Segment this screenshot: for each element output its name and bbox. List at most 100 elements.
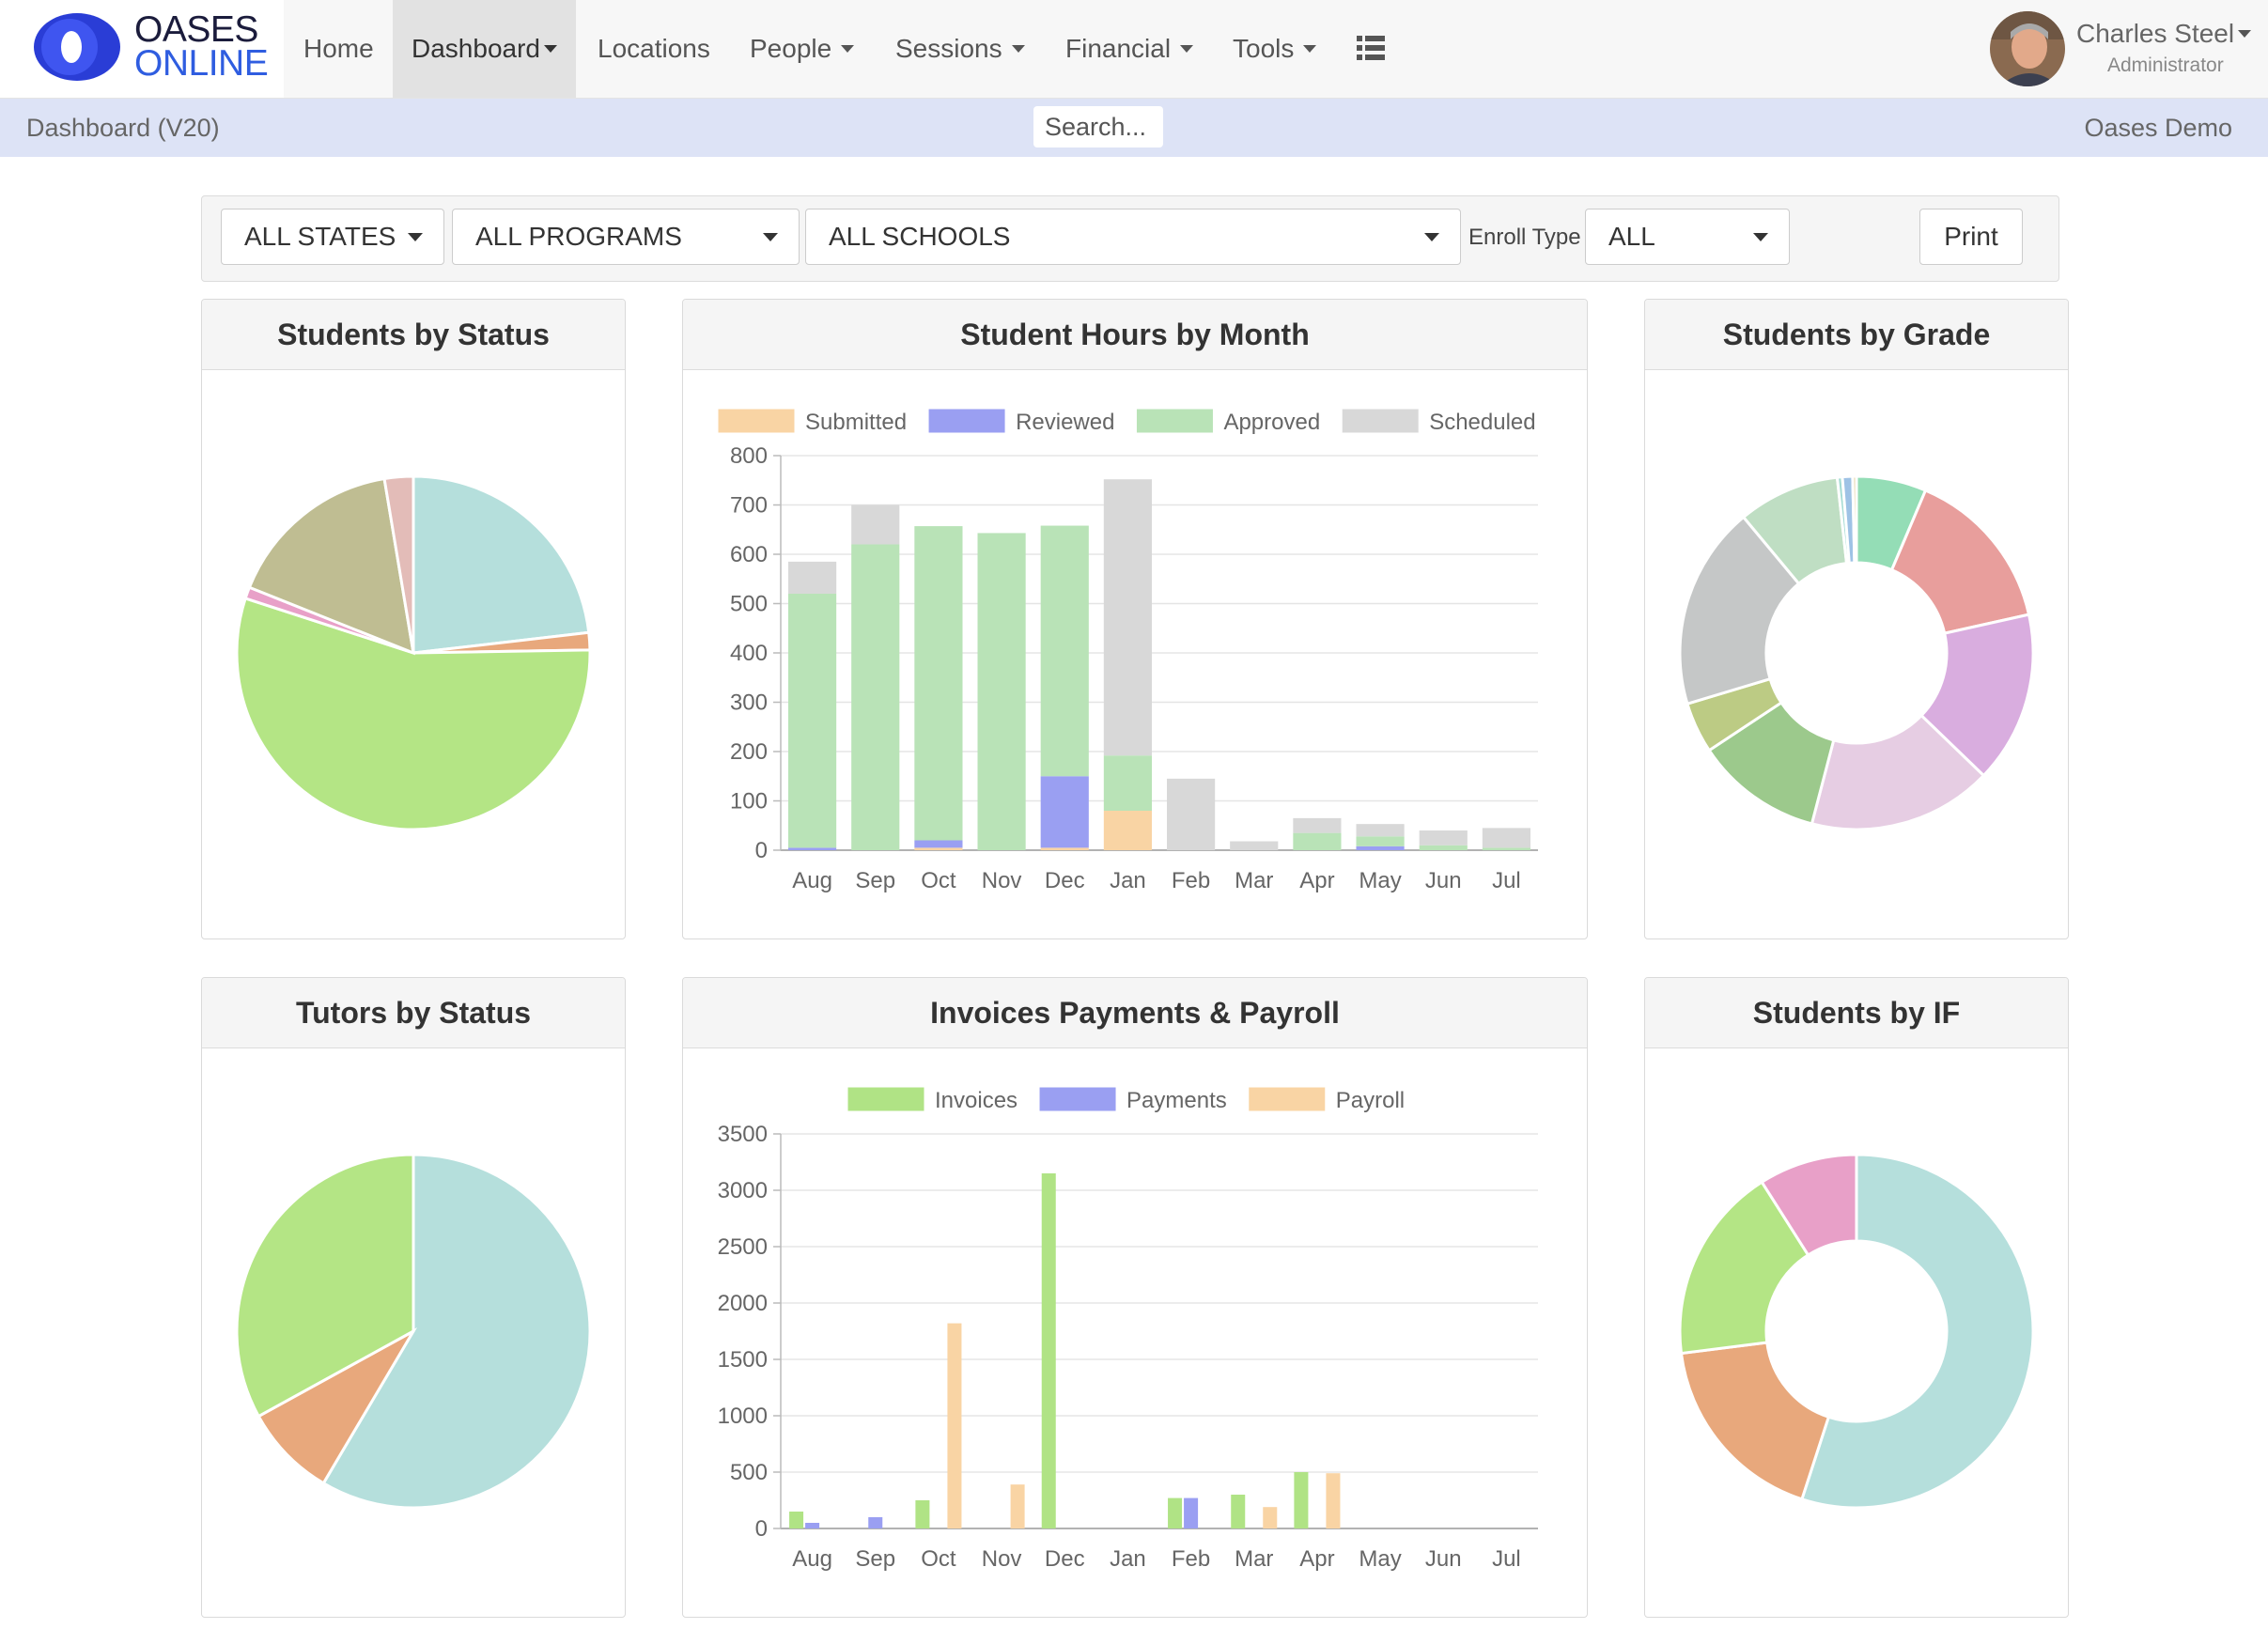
students-by-if-chart[interactable] (1645, 1048, 2068, 1616)
nav-locations[interactable]: Locations (598, 34, 710, 63)
avatar[interactable] (1990, 11, 2065, 86)
chevron-down-icon (1303, 45, 1317, 54)
bar (851, 544, 900, 850)
page-title: Dashboard (V20) (26, 114, 220, 142)
y-tick-label: 500 (730, 1460, 768, 1485)
panel-title: Students by IF (1645, 978, 2068, 1048)
search-input[interactable] (1033, 106, 1163, 147)
bar (1040, 776, 1089, 848)
x-tick-label: Mar (1235, 868, 1273, 893)
y-tick-label: 500 (730, 592, 768, 617)
panel-title: Tutors by Status (202, 978, 625, 1048)
enroll-type-select[interactable]: ALL (1585, 209, 1790, 265)
bar (1263, 1507, 1278, 1528)
pie-slice (1851, 474, 1858, 565)
legend-label: Approved (1223, 410, 1320, 435)
x-tick-label: Aug (792, 1546, 832, 1572)
nav-home[interactable]: Home (303, 34, 374, 63)
pie-slice (412, 474, 591, 655)
bar (1482, 847, 1530, 850)
list-icon[interactable] (1357, 36, 1385, 60)
students-by-grade-chart[interactable] (1645, 370, 2068, 938)
bar (805, 1523, 820, 1528)
x-tick-label: Jan (1110, 1546, 1146, 1572)
dropdown-arrow-icon (408, 233, 423, 241)
x-tick-label: Aug (792, 868, 832, 893)
bar (1293, 817, 1342, 833)
nav-people[interactable]: People (750, 0, 855, 98)
nav-dashboard[interactable]: Dashboard (393, 0, 576, 98)
nav-sessions[interactable]: Sessions (895, 0, 1025, 98)
bar (1010, 1484, 1025, 1528)
pie-slice (235, 597, 592, 831)
x-tick-label: May (1359, 1546, 1401, 1572)
students-by-grade-panel: Students by Grade (1644, 299, 2069, 939)
x-tick-label: Oct (921, 868, 956, 893)
schools-select[interactable]: ALL SCHOOLS (805, 209, 1461, 265)
brand-line1: OASES (134, 9, 258, 50)
legend-label: Scheduled (1429, 410, 1535, 435)
y-tick-label: 0 (755, 838, 768, 863)
x-tick-label: Sep (855, 868, 895, 893)
y-tick-label: 0 (755, 1516, 768, 1542)
tutors-by-status-chart[interactable] (202, 1048, 625, 1616)
programs-select-value: ALL PROGRAMS (475, 222, 682, 251)
bar (1482, 828, 1530, 848)
y-tick-label: 100 (730, 789, 768, 814)
nav-people-label: People (750, 34, 832, 63)
y-tick-label: 1500 (718, 1347, 768, 1373)
legend-swatch (1136, 409, 1213, 433)
legend-label: Payments (1126, 1088, 1227, 1113)
bar (1356, 846, 1405, 850)
invoices-panel: Invoices Payments & Payroll Invoices Paym… (682, 977, 1588, 1618)
x-tick-label: May (1359, 868, 1401, 893)
bar (788, 594, 837, 848)
y-tick-label: 400 (730, 641, 768, 666)
y-tick-label: 1000 (718, 1404, 768, 1429)
y-tick-label: 700 (730, 493, 768, 519)
legend-label: Payroll (1336, 1088, 1405, 1113)
students-by-status-chart[interactable] (202, 370, 625, 938)
user-menu[interactable]: Charles Steel (2076, 19, 2252, 49)
oases-logo-icon (34, 13, 120, 81)
bar (1041, 1173, 1056, 1528)
programs-select[interactable]: ALL PROGRAMS (452, 209, 800, 265)
panel-title: Students by Grade (1645, 300, 2068, 370)
schools-select-value: ALL SCHOOLS (829, 222, 1011, 251)
nav-financial[interactable]: Financial (1065, 0, 1194, 98)
brand[interactable]: OASES ONLINE (0, 0, 284, 98)
bar (1040, 525, 1089, 777)
states-select[interactable]: ALL STATES (221, 209, 444, 265)
x-tick-label: Apr (1299, 1546, 1334, 1572)
panel-title: Student Hours by Month (683, 300, 1587, 370)
organization-name: Oases Demo (2084, 114, 2232, 142)
bar (914, 840, 963, 848)
x-tick-label: Jul (1492, 868, 1521, 893)
x-tick-label: Sep (855, 1546, 895, 1572)
pie-slice (1810, 713, 1986, 831)
legend-swatch (847, 1087, 924, 1111)
bar (1326, 1473, 1341, 1528)
y-tick-label: 2000 (718, 1291, 768, 1316)
legend-swatch (1342, 409, 1419, 433)
bar (1231, 1495, 1246, 1528)
top-navbar: OASES ONLINE Home Dashboard Locations Pe… (0, 0, 2268, 99)
legend-label: Submitted (805, 410, 907, 435)
bar (1356, 824, 1405, 837)
print-button[interactable]: Print (1919, 209, 2023, 265)
bar (851, 504, 900, 545)
bar (1419, 830, 1468, 846)
pie-slice (247, 476, 415, 656)
user-name: Charles Steel (2076, 19, 2235, 48)
nav-tools-label: Tools (1233, 34, 1295, 63)
enroll-type-label: Enroll Type (1468, 225, 1581, 250)
nav-tools[interactable]: Tools (1233, 0, 1317, 98)
pie-slice (321, 1153, 592, 1510)
student-hours-chart[interactable]: Submitted Reviewed Approved Scheduled 0 100 20… (683, 370, 1587, 938)
y-tick-label: 2500 (718, 1234, 768, 1260)
x-tick-label: Jul (1492, 1546, 1521, 1572)
y-tick-label: 3500 (718, 1122, 768, 1147)
bar (1419, 845, 1468, 850)
x-tick-label: Jun (1425, 1546, 1462, 1572)
invoices-payments-payroll-chart[interactable]: Invoices Payments Payroll 0 500 1000 1500 2000 2… (683, 1048, 1587, 1616)
